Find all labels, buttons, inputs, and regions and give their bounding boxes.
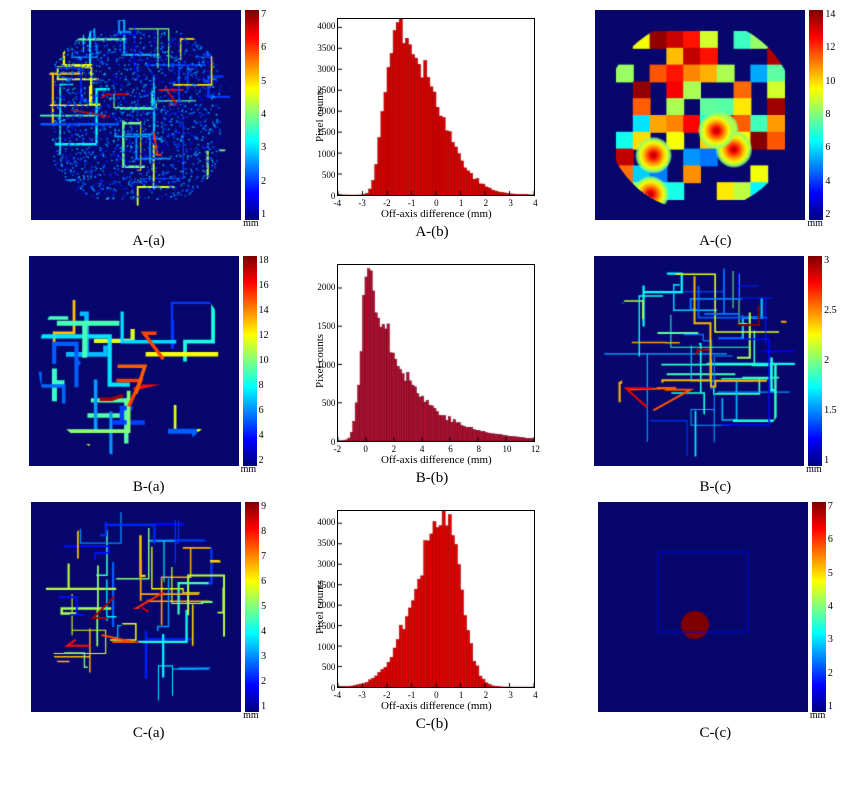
xlabel-A-b: Off-axis difference (mm) [337,208,535,220]
panel-A-b: Pixel counts Off-axis difference (mm) -4… [293,10,570,250]
figure-grid: 7654321 mm A-(a) Pixel counts Off-axis d… [10,10,854,742]
panel-A-c: 1412108642 mm A-(c) [577,10,854,250]
caption-C-c: C-(c) [577,725,854,742]
heatmap-B-a [29,256,239,466]
heatmap-A-a [31,10,241,220]
histogram-canvas-A-b [338,19,534,195]
colorbar-A-c [809,10,823,220]
caption-B-a: B-(a) [10,479,287,496]
caption-A-c: A-(c) [577,233,854,250]
heatmap-A-c [595,10,805,220]
colorbar-A-a [245,10,259,220]
colorbar-ticks-A-a: 7654321 [261,10,266,220]
colorbar-C-a [245,502,259,712]
panel-C-a: 987654321 mm C-(a) [10,502,287,742]
panel-B-a: 18161412108642 mm B-(a) [10,256,287,496]
colorbar-unit-B-a: mm [241,464,269,475]
colorbar-ticks-C-c: 7654321 [828,502,833,712]
caption-B-b: B-(b) [293,470,570,487]
histogram-A-b: Pixel counts Off-axis difference (mm) -4… [293,10,543,220]
panel-B-c: 32.521.51 mm B-(c) [577,256,854,496]
panel-A-a: 7654321 mm A-(a) [10,10,287,250]
heatmap-B-c [594,256,804,466]
colorbar-unit-C-a: mm [243,710,266,721]
xlabel-B-b: Off-axis difference (mm) [337,454,535,466]
colorbar-B-c [808,256,822,466]
histogram-B-b: Pixel counts Off-axis difference (mm) -2… [293,256,543,466]
panel-C-b: Pixel counts Off-axis difference (mm) -4… [293,502,570,742]
colorbar-ticks-B-c: 32.521.51 [824,256,837,466]
caption-B-c: B-(c) [577,479,854,496]
colorbar-unit-C-c: mm [810,710,833,721]
heatmap-C-a [31,502,241,712]
caption-C-a: C-(a) [10,725,287,742]
colorbar-B-a [243,256,257,466]
colorbar-unit-B-c: mm [806,464,837,475]
colorbar-unit-A-c: mm [807,218,835,229]
caption-A-b: A-(b) [293,224,570,241]
panel-B-b: Pixel counts Off-axis difference (mm) -2… [293,256,570,496]
histogram-canvas-C-b [338,511,534,687]
histogram-canvas-B-b [338,265,534,441]
xlabel-C-b: Off-axis difference (mm) [337,700,535,712]
colorbar-unit-A-a: mm [243,218,266,229]
caption-A-a: A-(a) [10,233,287,250]
histogram-C-b: Pixel counts Off-axis difference (mm) -4… [293,502,543,712]
colorbar-C-c [812,502,826,712]
colorbar-ticks-C-a: 987654321 [261,502,266,712]
colorbar-ticks-A-c: 1412108642 [825,10,835,220]
panel-C-c: 7654321 mm C-(c) [577,502,854,742]
heatmap-C-c [598,502,808,712]
caption-C-b: C-(b) [293,716,570,733]
colorbar-ticks-B-a: 18161412108642 [259,256,269,466]
